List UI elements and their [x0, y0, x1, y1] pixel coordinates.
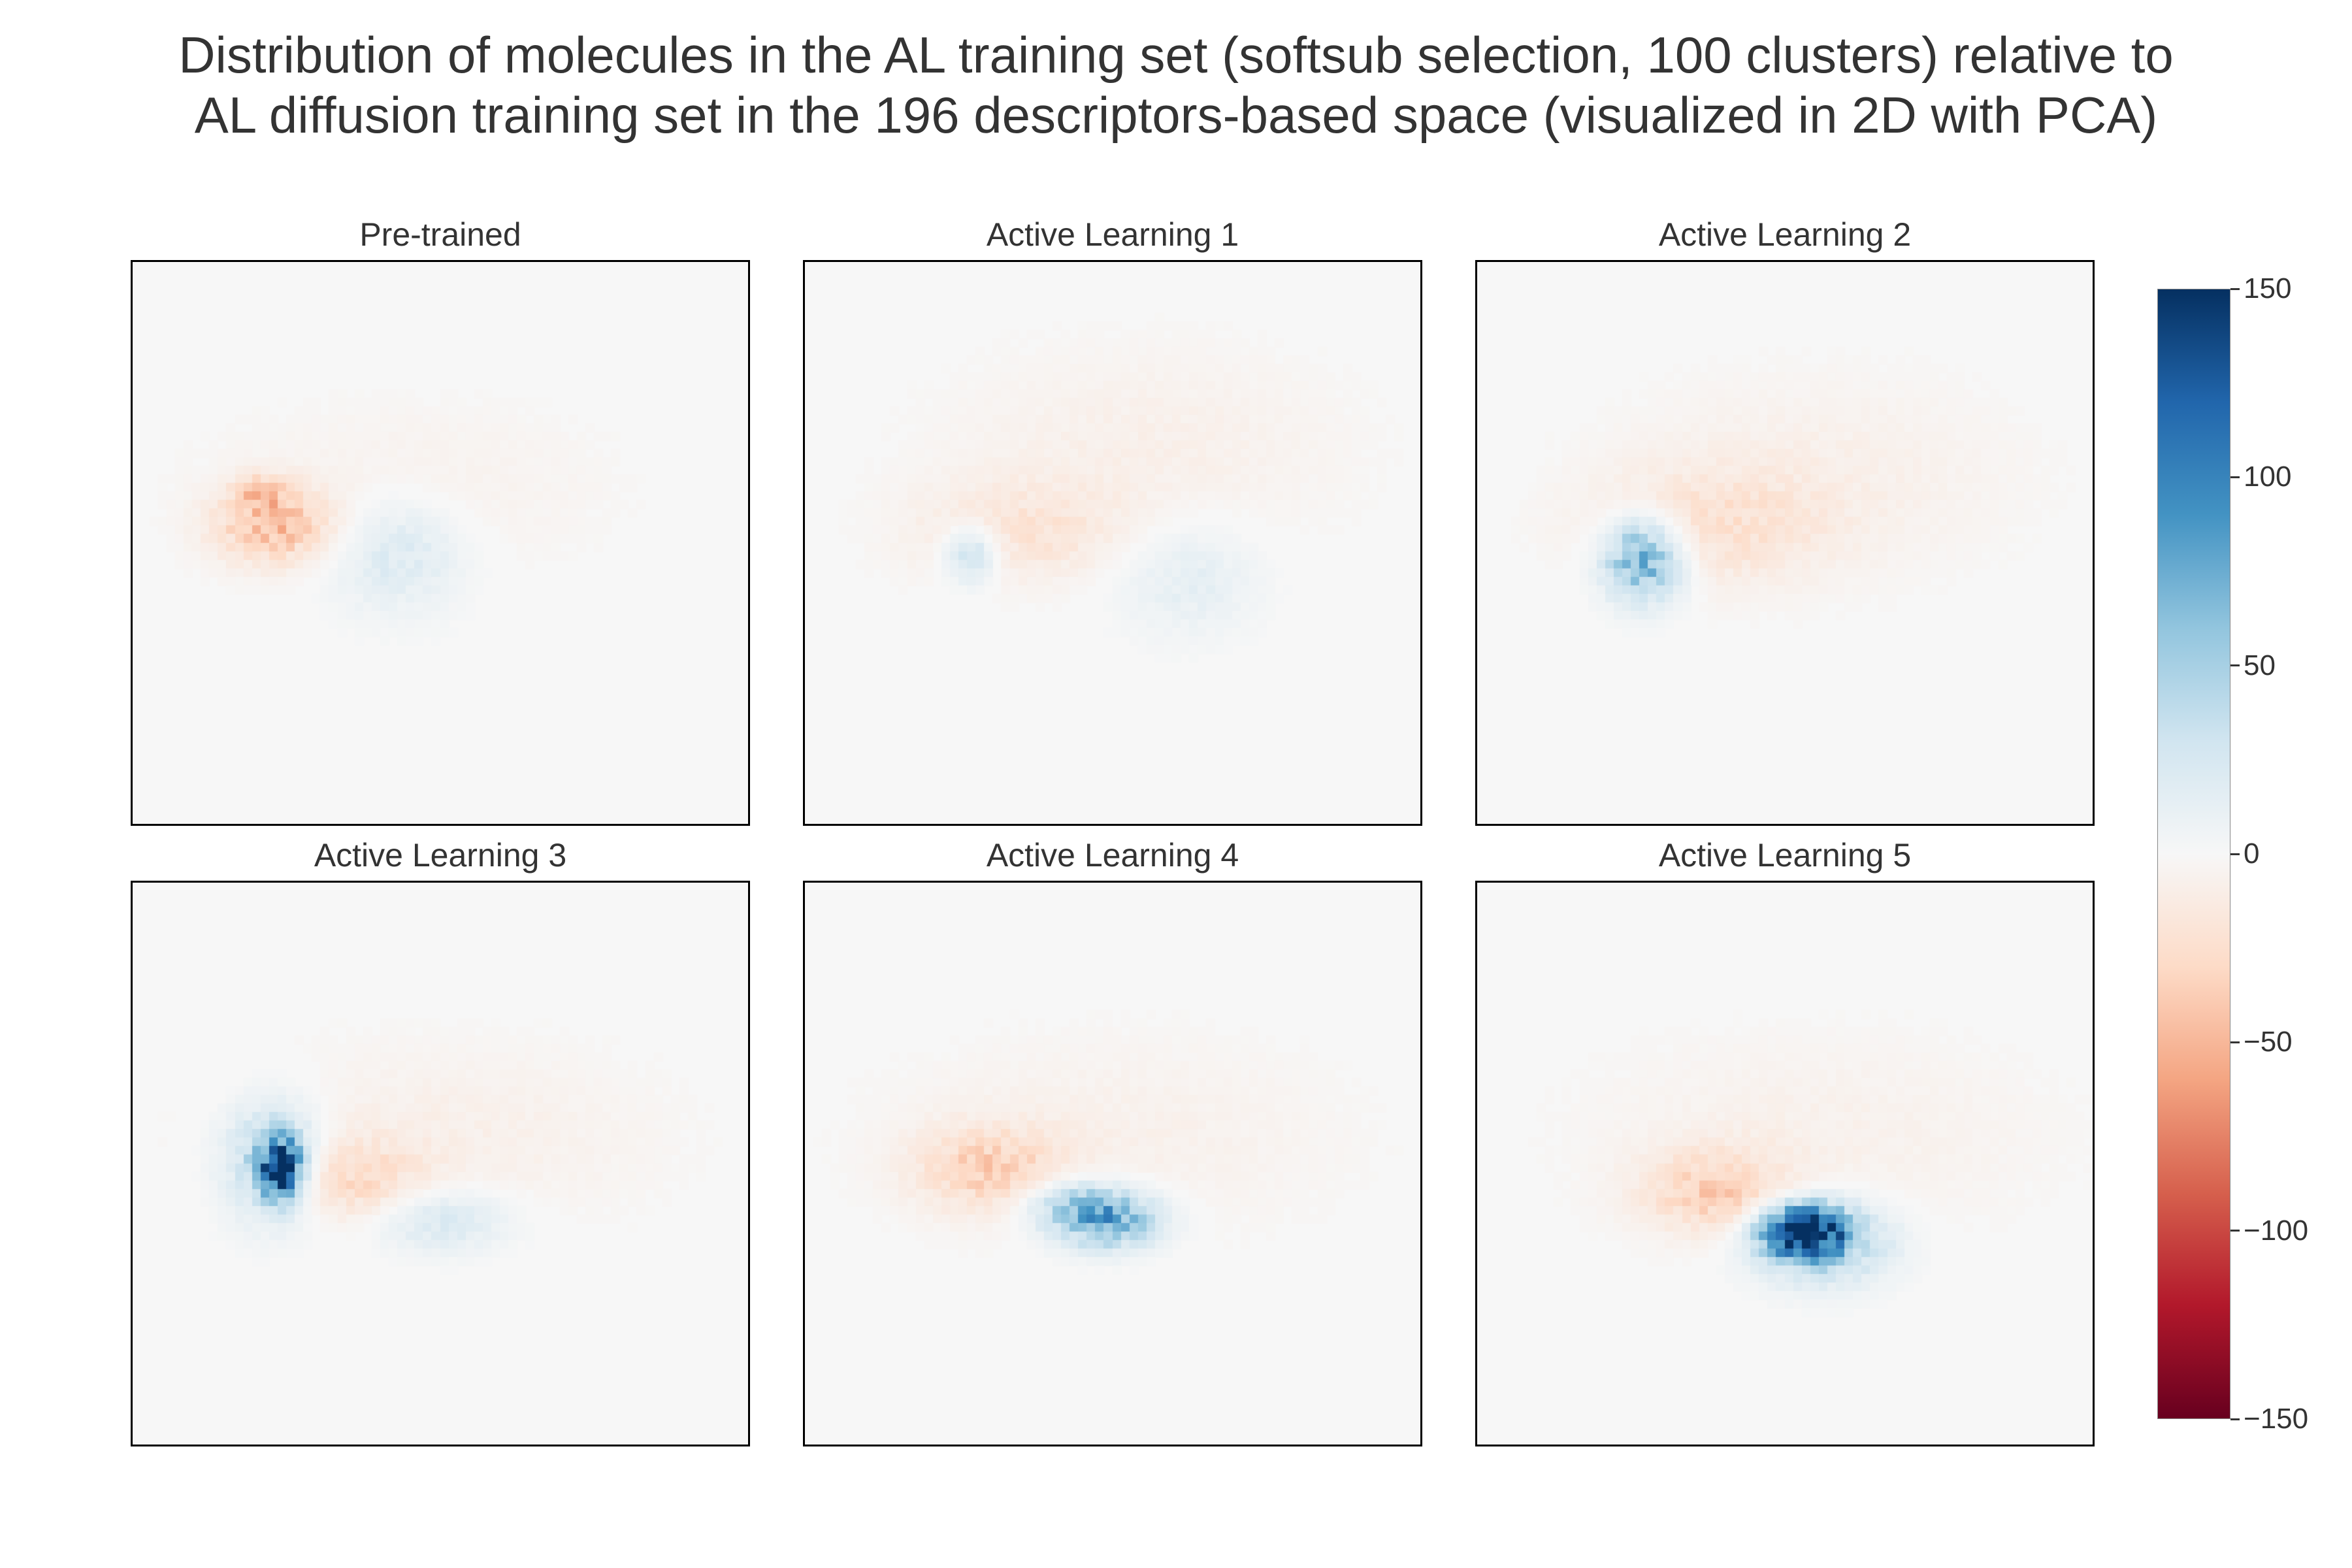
chart-title-line-2: AL diffusion training set in the 196 des…	[194, 86, 2158, 144]
panel-title-al4: Active Learning 4	[986, 837, 1239, 874]
colorbar	[2157, 289, 2230, 1419]
panel-title-pretrained: Pre-trained	[359, 216, 521, 253]
heatmap-panel-al1	[803, 260, 1422, 826]
heatmap-canvas-al5	[1477, 883, 2093, 1445]
colorbar-tick	[2230, 853, 2240, 855]
colorbar-tick-label: 0	[2244, 838, 2260, 870]
colorbar-tick	[2230, 476, 2240, 478]
colorbar-tick	[2230, 664, 2240, 667]
heatmap-panel-al3	[131, 881, 750, 1446]
panel-title-al1: Active Learning 1	[986, 216, 1239, 253]
panel-title-al3: Active Learning 3	[314, 837, 567, 874]
heatmap-canvas-al3	[133, 883, 748, 1445]
heatmap-panel-al2	[1475, 260, 2095, 826]
heatmap-panel-al4	[803, 881, 1422, 1446]
colorbar-tick-label: −50	[2244, 1026, 2293, 1058]
heatmap-canvas-al4	[805, 883, 1420, 1445]
chart-title: Distribution of molecules in the AL trai…	[0, 25, 2352, 145]
heatmap-canvas-pretrained	[133, 262, 748, 824]
colorbar-tick	[2230, 287, 2240, 290]
colorbar-tick	[2230, 1418, 2240, 1420]
panel-title-al2: Active Learning 2	[1658, 216, 1912, 253]
colorbar-tick	[2230, 1230, 2240, 1232]
colorbar-tick-label: 150	[2244, 272, 2292, 304]
chart-title-line-1: Distribution of molecules in the AL trai…	[178, 26, 2174, 84]
colorbar-tick-label: 50	[2244, 649, 2276, 681]
panel-title-al5: Active Learning 5	[1658, 837, 1912, 874]
heatmap-canvas-al2	[1477, 262, 2093, 824]
heatmap-panel-pretrained	[131, 260, 750, 826]
colorbar-tick-label: 100	[2244, 461, 2292, 493]
heatmap-canvas-al1	[805, 262, 1420, 824]
colorbar-tick-label: −100	[2244, 1214, 2309, 1247]
heatmap-panel-al5	[1475, 881, 2095, 1446]
colorbar-tick	[2230, 1041, 2240, 1043]
colorbar-tick-label: −150	[2244, 1403, 2309, 1435]
